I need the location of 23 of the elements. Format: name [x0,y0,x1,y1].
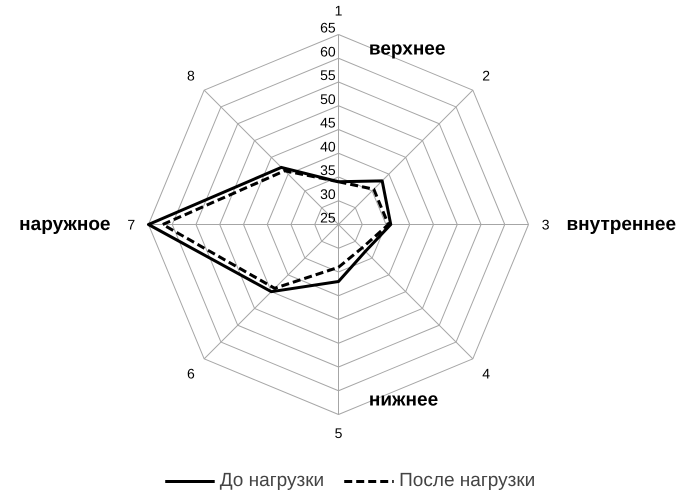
spoke-label: 4 [482,365,490,382]
spoke-label: 5 [334,424,343,441]
text: нижнее [368,390,438,411]
y-tick-label: 60 [320,43,336,60]
y-tick-label: 40 [320,138,336,154]
spoke-label: 8 [186,68,195,84]
y-tick-label: 35 [320,162,336,178]
y-tick-label: 50 [320,90,336,107]
spoke-label: 1 [334,2,343,18]
spoke-label: 3 [542,216,550,232]
text: внутреннее [566,214,676,235]
y-tick-label: 30 [320,186,336,202]
legend-label: До нагрузки [220,470,324,492]
spoke-label: 2 [482,68,490,84]
legend-label: После нагрузки [399,470,536,492]
y-tick-label: 45 [320,114,336,131]
spoke-label: 6 [186,365,195,382]
text: наружное [19,214,111,235]
y-tick-label: 25 [320,210,336,226]
y-tick-label: 65 [320,20,336,36]
text: верхнее [368,38,446,60]
spoke-label: 7 [127,216,136,232]
y-tick-label: 55 [320,67,336,84]
